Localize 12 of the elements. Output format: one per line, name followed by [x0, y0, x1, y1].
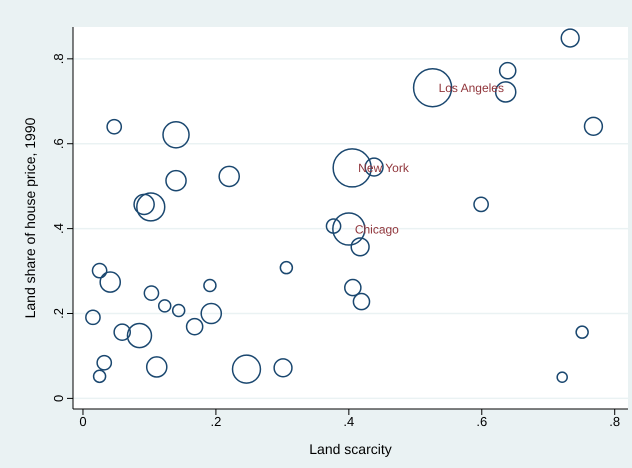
x-tick-label: 0	[79, 414, 87, 430]
y-tick-label: .6	[51, 138, 66, 150]
x-tick-label: .8	[609, 414, 620, 430]
x-tick-label: .4	[343, 414, 354, 430]
y-tick-label: .4	[51, 223, 66, 234]
x-tick-label: .2	[210, 414, 222, 430]
y-tick-label: 0	[51, 394, 66, 402]
x-tick-label: .6	[476, 414, 488, 430]
y-tick-label: .2	[51, 308, 66, 319]
x-axis-title: Land scarcity	[309, 441, 392, 457]
y-tick-label: .8	[51, 53, 66, 64]
y-axis-title: Land share of house price, 1990	[22, 117, 38, 318]
